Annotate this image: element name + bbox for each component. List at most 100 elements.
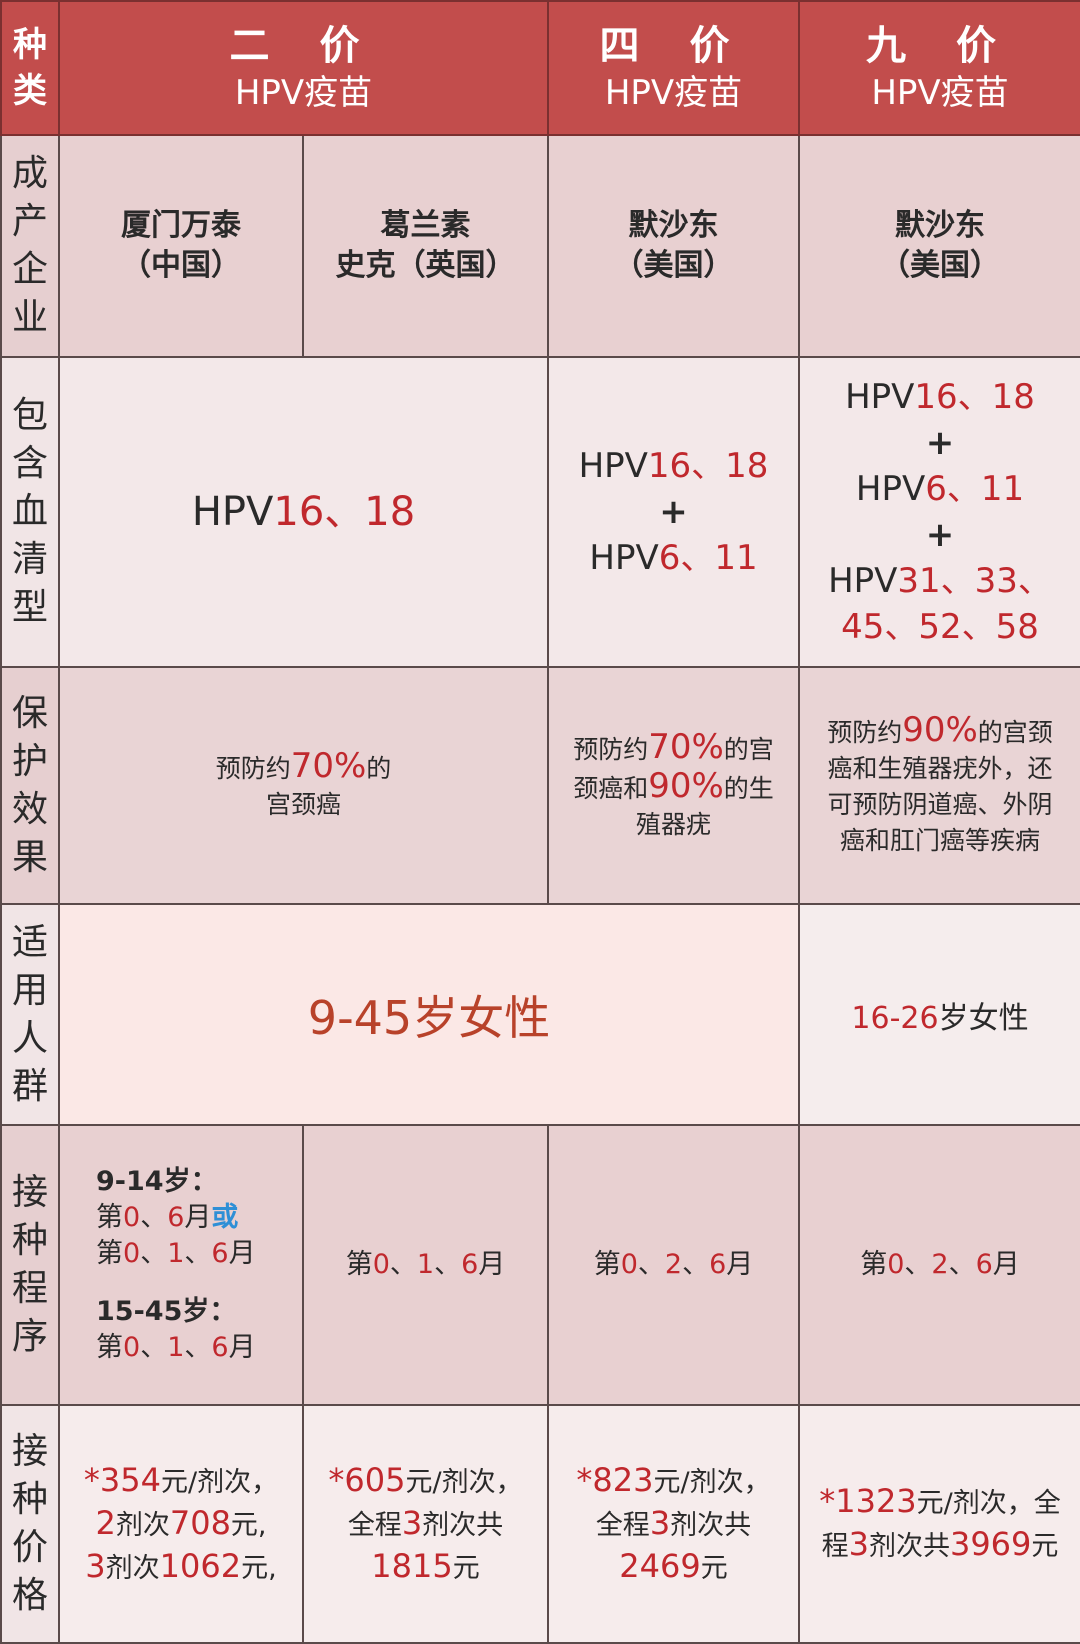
text-segment: （美国） [613, 248, 734, 283]
text-segment: 3 [649, 1503, 671, 1542]
text-segment: 16、18 [647, 446, 769, 486]
text-segment: 预防约 [827, 718, 903, 747]
text-line: 15-45岁： [96, 1294, 296, 1330]
text-segment: HPV [855, 469, 926, 509]
text-line: 可预防阴道癌、外阴 [806, 787, 1074, 823]
text-segment: 元 [700, 1552, 728, 1584]
text-segment: 厦门万泰 [121, 208, 241, 243]
text-line: 程3剂次共3969元 [806, 1524, 1074, 1567]
text-segment: 月 [228, 1238, 256, 1269]
text-line: 默沙东 [555, 206, 792, 246]
text-line: *1323元/剂次，全 [806, 1481, 1074, 1524]
text-segment: 、 [140, 1238, 168, 1269]
text-segment: 癌和生殖器疣外，还 [827, 754, 1053, 783]
text-line: *823元/剂次， [555, 1460, 792, 1503]
text-segment: HPV [828, 561, 898, 601]
text-segment: 元/剂次， [160, 1466, 279, 1498]
text-segment: 、 [637, 1249, 665, 1280]
manufacturer-cell: 厦门万泰 （中国） [58, 134, 304, 358]
text-line: *354元/剂次， [66, 1460, 296, 1503]
text-line: 第0、2、6月 [806, 1247, 1074, 1283]
text-line: 宫颈癌 [66, 787, 541, 823]
text-line: + [806, 512, 1074, 558]
price-cell: *1323元/剂次，全 程3剂次共3969元 [798, 1404, 1080, 1644]
text-line: 史克（英国） [310, 246, 541, 286]
text-segment: 岁女性 [938, 1000, 1029, 1036]
text-segment: 第 [593, 1249, 621, 1280]
text-segment: 元/剂次，全 [916, 1488, 1061, 1519]
text-line: 2469元 [555, 1546, 792, 1589]
text-segment: 6 [709, 1249, 727, 1280]
text-line: 全程3剂次共 [310, 1503, 541, 1546]
text-segment: 3 [85, 1546, 106, 1585]
text-line: 第0、6月或 [96, 1200, 296, 1236]
text-segment: 2 [931, 1249, 949, 1280]
text-line: 第0、2、6月 [555, 1247, 792, 1283]
text-segment: 颈癌和 [573, 773, 649, 803]
text-segment: 1 [416, 1249, 435, 1280]
text-segment: 月 [992, 1249, 1020, 1280]
text-line: 癌和生殖器疣外，还 [806, 751, 1074, 787]
text-segment: 剂次共 [670, 1509, 752, 1541]
text-segment: 、 [434, 1249, 462, 1280]
text-segment: 第 [860, 1249, 888, 1280]
text-segment: HPV [578, 446, 648, 486]
text-segment: 剂次共 [868, 1531, 950, 1562]
row-label-population: 适用人群 [0, 903, 60, 1126]
text-segment: 默沙东 [895, 208, 985, 243]
row-label-efficacy: 保护效果 [0, 666, 60, 905]
row-label-price: 接种价格 [0, 1404, 60, 1644]
text-segment: 6、11 [925, 469, 1025, 509]
text-segment: 0 [887, 1249, 905, 1280]
serotypes-cell: HPV16、18 + HPV6、11 [547, 356, 800, 668]
text-segment: 第 [96, 1238, 123, 1269]
efficacy-cell: 预防约70%的宫 颈癌和90%的生 殖器疣 [547, 666, 800, 905]
row-label-serotypes: 包含血清型 [0, 356, 60, 668]
text-segment: 9-14岁： [96, 1166, 218, 1197]
population-cell: 9-45岁女性 [58, 903, 800, 1126]
text-line: （美国） [555, 246, 792, 286]
serotypes-row: 包含血清型 HPV16、18 HPV16、18 + HPV6、11 HPV16、18… [0, 356, 1080, 668]
text-segment: 1062 [159, 1546, 242, 1585]
text-line: 默沙东 [806, 206, 1074, 246]
text-line: 全程3剂次共 [555, 1503, 792, 1546]
text-segment: 6 [975, 1249, 993, 1280]
price-cell: *605元/剂次， 全程3剂次共 1815元 [302, 1404, 549, 1644]
serotypes-cell: HPV16、18 + HPV6、11 + HPV31、33、 45、52、58 [798, 356, 1080, 668]
text-line: HPV6、11 [555, 535, 792, 581]
text-line: 厦门万泰 [66, 206, 296, 246]
text-segment: 15-45岁： [96, 1296, 237, 1327]
text-segment: 3 [401, 1503, 423, 1542]
text-segment: 2469 [619, 1546, 701, 1585]
text-line: 颈癌和90%的生 [555, 768, 792, 807]
text-line: 预防约70%的 [66, 748, 541, 787]
text-segment: 16、18 [273, 489, 416, 535]
text-segment: 第 [345, 1249, 373, 1280]
text-segment: 3 [848, 1525, 869, 1563]
text-segment: 0 [123, 1202, 141, 1233]
header-nonavalent: 九 价 HPV疫苗 [798, 0, 1080, 136]
text-segment: 、 [184, 1332, 212, 1363]
text-segment: HPV [191, 489, 274, 535]
text-segment: *1323 [819, 1482, 917, 1520]
text-segment: 史克（英国） [335, 248, 516, 283]
text-segment: 45、52、58 [841, 607, 1039, 647]
text-segment: 预防约 [573, 734, 649, 764]
text-segment: 90% [648, 765, 724, 806]
text-segment: 、 [682, 1249, 710, 1280]
text-segment: 6 [211, 1332, 229, 1363]
efficacy-cell: 预防约70%的 宫颈癌 [58, 666, 549, 905]
text-segment: 全程 [595, 1509, 650, 1541]
text-segment: 元 [1031, 1531, 1059, 1562]
price-cell: *354元/剂次， 2剂次708元, 3剂次1062元, [58, 1404, 304, 1644]
text-segment: 或 [211, 1202, 239, 1233]
text-line: 预防约70%的宫 [555, 729, 792, 768]
text-line: 癌和肛门癌等疾病 [806, 823, 1074, 859]
text-line: （美国） [806, 246, 1074, 286]
text-segment: 的生 [723, 773, 774, 803]
text-line: 9-45岁女性 [66, 982, 792, 1048]
price-cell: *823元/剂次， 全程3剂次共 2469元 [547, 1404, 800, 1644]
text-line: HPV16、18 [555, 443, 792, 489]
manufacturer-cell: 葛兰素 史克（英国） [302, 134, 549, 358]
